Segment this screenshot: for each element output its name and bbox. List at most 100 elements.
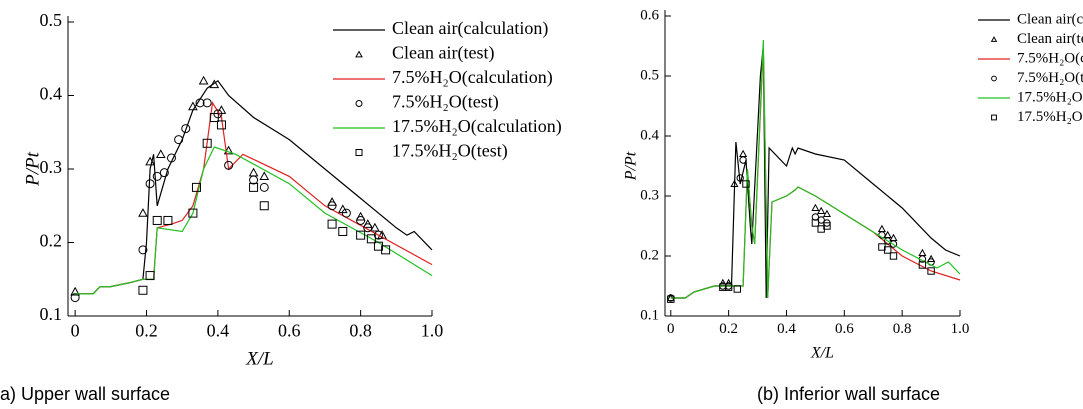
line-series	[670, 45, 961, 299]
marker	[991, 75, 997, 82]
marker	[145, 179, 155, 189]
legend-label: 17.5%H₂O(test)	[1017, 109, 1083, 125]
marker	[259, 182, 269, 192]
legend-label: Clean air(calculation)	[1017, 11, 1083, 27]
marker	[138, 285, 148, 295]
x-tick-label: 0.6	[278, 320, 301, 340]
marker	[188, 101, 198, 111]
marker	[811, 219, 820, 227]
marker	[216, 120, 226, 130]
marker	[356, 215, 366, 225]
line-series	[75, 146, 433, 295]
line-series	[670, 45, 961, 299]
y-tick-label: 0.1	[640, 307, 659, 323]
marker	[224, 160, 234, 170]
marker	[724, 283, 733, 291]
x-tick-label: 0.8	[893, 321, 912, 337]
marker	[195, 98, 205, 108]
marker	[174, 135, 184, 145]
y-axis-label: P/Pt	[623, 151, 640, 181]
line-series	[75, 101, 433, 295]
marker	[248, 167, 259, 177]
x-tick-label: 0.2	[135, 320, 158, 340]
marker	[733, 285, 742, 293]
marker	[883, 237, 892, 245]
marker	[356, 230, 366, 240]
marker	[181, 124, 191, 134]
marker	[355, 149, 363, 156]
caption: (b) Inferior wall surface	[757, 384, 940, 404]
marker	[719, 283, 727, 291]
marker	[191, 182, 201, 192]
marker	[991, 114, 997, 121]
y-tick-label: 0.3	[40, 157, 63, 177]
y-tick-label: 0.1	[40, 304, 63, 324]
marker	[381, 245, 391, 255]
y-tick-label: 0.3	[640, 187, 659, 203]
marker	[145, 156, 155, 166]
marker	[249, 182, 259, 192]
marker	[730, 179, 739, 188]
marker	[327, 197, 337, 206]
marker	[327, 201, 337, 211]
marker	[822, 209, 832, 218]
marker	[145, 271, 155, 281]
marker	[138, 208, 148, 217]
marker	[355, 211, 366, 221]
marker	[341, 208, 351, 218]
legend-label: 7.5%H₂O(calculation)	[392, 67, 553, 88]
marker	[355, 50, 363, 58]
legend-label: 17.5%H₂O(calculation)	[392, 116, 562, 137]
marker	[249, 175, 259, 185]
y-tick-label: 0.2	[640, 247, 659, 263]
marker	[163, 215, 173, 225]
marker	[370, 222, 380, 232]
x-tick-label: 0.2	[719, 321, 738, 337]
marker	[355, 100, 363, 107]
marker	[152, 171, 162, 181]
x-axis-label: X/L	[810, 345, 834, 362]
marker	[889, 240, 898, 248]
marker	[70, 286, 80, 296]
marker	[363, 223, 373, 233]
y-tick-label: 0.2	[40, 231, 63, 251]
marker	[198, 75, 209, 85]
marker	[209, 113, 219, 123]
y-tick-label: 0.4	[40, 84, 63, 104]
marker	[667, 295, 675, 303]
caption: (a) Upper wall surface	[0, 384, 170, 404]
marker	[927, 267, 935, 275]
marker	[883, 246, 892, 254]
marker	[366, 234, 376, 244]
y-tick-label: 0.4	[640, 127, 659, 143]
marker	[202, 138, 212, 148]
marker	[811, 203, 820, 212]
marker	[188, 208, 198, 218]
marker	[742, 180, 750, 188]
x-tick-label: 1.0	[421, 320, 444, 340]
marker	[138, 245, 148, 255]
marker	[823, 222, 831, 230]
marker	[209, 79, 220, 89]
y-tick-label: 0.5	[40, 10, 63, 30]
legend-label: Clean air(test)	[392, 43, 494, 64]
marker	[739, 156, 747, 164]
y-tick-label: 0.5	[640, 67, 659, 83]
legend-label: 7.5%H₂O(calculation)	[1017, 50, 1083, 66]
legend-label: Clean air(test)	[1017, 31, 1083, 47]
marker	[736, 174, 744, 182]
x-tick-label: 0.4	[777, 321, 796, 337]
x-tick-label: 0.8	[349, 320, 372, 340]
marker	[889, 252, 898, 260]
marker	[918, 248, 927, 257]
marker	[990, 36, 998, 42]
x-tick-label: 0.4	[207, 320, 230, 340]
marker	[817, 206, 826, 215]
line-series	[75, 79, 433, 295]
legend-label: 7.5%H₂O(test)	[392, 92, 499, 113]
marker	[377, 230, 387, 239]
legend-label: Clean air(calculation)	[392, 18, 548, 39]
x-tick-label: 0	[71, 320, 80, 340]
legend-label: 17.5%H₂O(test)	[392, 141, 508, 162]
